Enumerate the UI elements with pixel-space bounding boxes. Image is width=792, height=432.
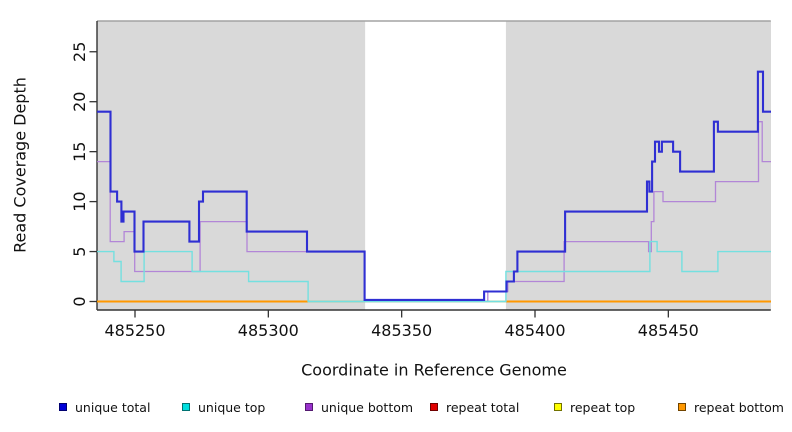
y-tick-label: 5: [70, 247, 89, 257]
legend-item-unique-top: unique top: [182, 398, 265, 416]
legend-label-repeat-total: repeat total: [446, 399, 520, 415]
legend-item-repeat-bottom: repeat bottom: [678, 398, 784, 416]
legend-swatch-repeat-top: [554, 403, 562, 411]
x-tick-label: 485400: [504, 321, 565, 340]
x-tick-label: 485350: [371, 321, 432, 340]
coverage-region: [505, 21, 771, 310]
x-axis-title: Coordinate in Reference Genome: [301, 360, 567, 380]
y-tick-label: 25: [70, 42, 89, 62]
legend-swatch-unique-total: [59, 403, 67, 411]
legend-item-unique-bottom: unique bottom: [305, 398, 413, 416]
y-tick-label: 10: [70, 191, 89, 211]
legend-swatch-unique-bottom: [305, 403, 313, 411]
legend-label-unique-bottom: unique bottom: [321, 399, 414, 415]
x-tick-label: 485250: [104, 321, 165, 340]
legend-label-unique-total: unique total: [75, 399, 151, 415]
legend: unique total unique top unique bottom re…: [0, 398, 792, 418]
y-axis-title: Read Coverage Depth: [10, 77, 30, 253]
legend-label-repeat-top: repeat top: [570, 399, 636, 415]
x-tick-label: 485300: [238, 321, 299, 340]
legend-swatch-repeat-total: [430, 403, 438, 411]
series-unique_total-line: [97, 70, 771, 301]
coverage-region: [97, 21, 366, 310]
series-unique_top-line: [97, 240, 771, 303]
legend-item-unique-total: unique total: [59, 398, 150, 416]
y-tick-label: 20: [70, 92, 89, 112]
legend-swatch-unique-top: [182, 403, 190, 411]
legend-item-repeat-total: repeat total: [430, 398, 519, 416]
legend-item-repeat-top: repeat top: [554, 398, 635, 416]
legend-label-repeat-bottom: repeat bottom: [694, 399, 784, 415]
x-tick-label: 485450: [638, 321, 699, 340]
y-tick-label: 15: [70, 142, 89, 162]
legend-swatch-repeat-bottom: [678, 403, 686, 411]
y-tick-label: 0: [70, 296, 89, 306]
legend-label-unique-top: unique top: [198, 399, 266, 415]
